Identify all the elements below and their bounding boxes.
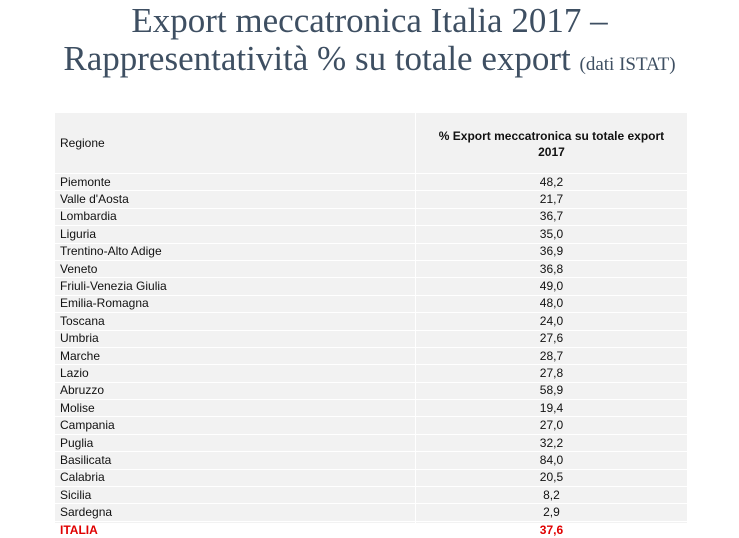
- cell-region: Sicilia: [55, 486, 416, 504]
- cell-region: Valle d'Aosta: [55, 190, 416, 209]
- cell-region: Calabria: [55, 468, 416, 487]
- cell-value: 32,2: [415, 433, 687, 452]
- table-row: Valle d'Aosta 21,7: [55, 190, 687, 209]
- cell-region: Campania: [55, 416, 416, 435]
- table-row: Campania 27,0: [55, 416, 687, 435]
- cell-value: 36,7: [415, 207, 687, 226]
- table-row: Marche 28,7: [55, 346, 687, 365]
- cell-region: Emilia-Romagna: [55, 294, 416, 313]
- page-title: Export meccatronica Italia 2017 – Rappre…: [0, 2, 739, 84]
- cell-region: Sardegna: [55, 503, 416, 522]
- header-region: Regione: [55, 113, 416, 174]
- cell-value: 36,9: [415, 242, 687, 261]
- cell-region: Marche: [55, 346, 416, 365]
- title-line-2: Rappresentatività % su totale export (da…: [0, 40, 739, 84]
- table-row: Lombardia 36,7: [55, 207, 687, 226]
- title-source-note: (dati ISTAT): [579, 54, 676, 75]
- header-value-line-1: % Export meccatronica su totale export: [438, 129, 665, 143]
- cell-region: Toscana: [55, 312, 416, 331]
- table-header-row: Regione % Export meccatronica su totale …: [55, 113, 687, 174]
- cell-region: Lazio: [55, 364, 416, 383]
- cell-region: Piemonte: [55, 172, 416, 191]
- title-line-2-main: Rappresentatività % su totale export: [63, 39, 571, 78]
- cell-value: 48,2: [415, 172, 687, 191]
- cell-value: 35,0: [415, 225, 687, 244]
- cell-value: 27,0: [415, 416, 687, 435]
- table-row: Puglia 32,2: [55, 433, 687, 452]
- cell-region: Umbria: [55, 329, 416, 348]
- cell-value: 19,4: [415, 399, 687, 417]
- header-value-line-2: 2017: [538, 145, 565, 159]
- table-row: Abruzzo 58,9: [55, 381, 687, 400]
- table-row: Calabria 20,5: [55, 468, 687, 487]
- cell-region: Trentino-Alto Adige: [55, 242, 416, 261]
- cell-value: 2,9: [415, 503, 687, 522]
- table-row: Basilicata 84,0: [55, 451, 687, 470]
- cell-value: 24,0: [415, 312, 687, 331]
- cell-region: Basilicata: [55, 451, 416, 470]
- cell-total-value: 37,6: [415, 520, 687, 538]
- cell-region: Liguria: [55, 225, 416, 244]
- table-row: Friuli-Venezia Giulia 49,0: [55, 277, 687, 296]
- cell-region: Abruzzo: [55, 381, 416, 400]
- cell-value: 20,5: [415, 468, 687, 487]
- data-table-container: Regione % Export meccatronica su totale …: [55, 113, 687, 538]
- table-row: Toscana 24,0: [55, 312, 687, 331]
- cell-value: 58,9: [415, 381, 687, 400]
- header-value: % Export meccatronica su totale export 2…: [415, 113, 687, 174]
- cell-region: Molise: [55, 399, 416, 417]
- cell-value: 27,6: [415, 329, 687, 348]
- table-row: Umbria 27,6: [55, 329, 687, 348]
- export-table: Regione % Export meccatronica su totale …: [55, 113, 687, 538]
- cell-value: 8,2: [415, 486, 687, 504]
- table-row: Molise 19,4: [55, 399, 687, 417]
- cell-region: Friuli-Venezia Giulia: [55, 277, 416, 296]
- cell-value: 28,7: [415, 346, 687, 365]
- table-row: Liguria 35,0: [55, 225, 687, 244]
- cell-value: 48,0: [415, 294, 687, 313]
- cell-region: Puglia: [55, 433, 416, 452]
- cell-value: 36,8: [415, 259, 687, 278]
- title-line-1: Export meccatronica Italia 2017 –: [131, 1, 608, 40]
- table-row: Veneto 36,8: [55, 259, 687, 278]
- table-row: Sardegna 2,9: [55, 503, 687, 522]
- cell-region: Lombardia: [55, 207, 416, 226]
- cell-region: Veneto: [55, 259, 416, 278]
- cell-value: 21,7: [415, 190, 687, 209]
- table-row: Sicilia 8,2: [55, 486, 687, 504]
- table-total-row: ITALIA 37,6: [55, 520, 687, 538]
- table-row: Piemonte 48,2: [55, 172, 687, 191]
- table-row: Lazio 27,8: [55, 364, 687, 383]
- cell-total-region: ITALIA: [55, 520, 416, 538]
- cell-value: 84,0: [415, 451, 687, 470]
- table-row: Trentino-Alto Adige 36,9: [55, 242, 687, 261]
- table-row: Emilia-Romagna 48,0: [55, 294, 687, 313]
- cell-value: 49,0: [415, 277, 687, 296]
- cell-value: 27,8: [415, 364, 687, 383]
